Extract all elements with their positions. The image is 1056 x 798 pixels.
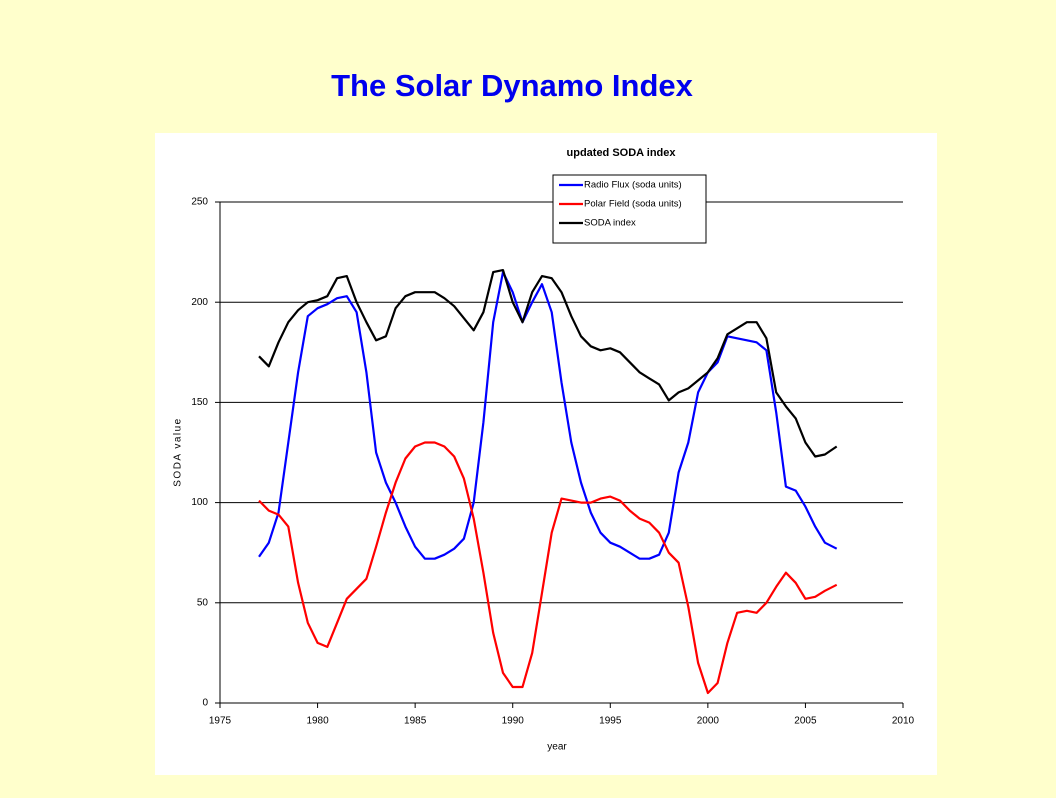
legend-label: SODA index	[584, 218, 636, 229]
y-axis-label: SODA value	[173, 417, 184, 486]
x-tick-label: 1995	[599, 716, 622, 727]
legend-label: Polar Field (soda units)	[584, 199, 682, 210]
y-tick-label: 150	[191, 397, 208, 408]
chart-area	[155, 133, 937, 775]
x-tick-label: 1990	[502, 716, 525, 727]
legend-box	[552, 174, 707, 244]
x-tick-label: 2010	[892, 716, 915, 727]
x-tick-label: 2000	[697, 716, 720, 727]
x-tick-label: 1985	[404, 716, 427, 727]
series-line	[258, 441, 838, 695]
x-tick-label: 1975	[209, 716, 232, 727]
chart-title: updated SODA index	[567, 147, 677, 159]
y-tick-label: 100	[191, 497, 208, 508]
y-tick-label: 250	[191, 197, 208, 208]
series-line	[258, 271, 838, 560]
y-tick-label: 50	[197, 597, 209, 608]
legend-label: Radio Flux (soda units)	[584, 180, 682, 191]
slide-title: The Solar Dynamo Index	[331, 68, 694, 103]
x-tick-label: 1980	[306, 716, 329, 727]
y-tick-label: 0	[202, 698, 208, 709]
series-line	[258, 269, 838, 458]
x-tick-label: 2005	[794, 716, 817, 727]
y-tick-label: 200	[191, 297, 208, 308]
x-axis-label: year	[547, 742, 567, 753]
